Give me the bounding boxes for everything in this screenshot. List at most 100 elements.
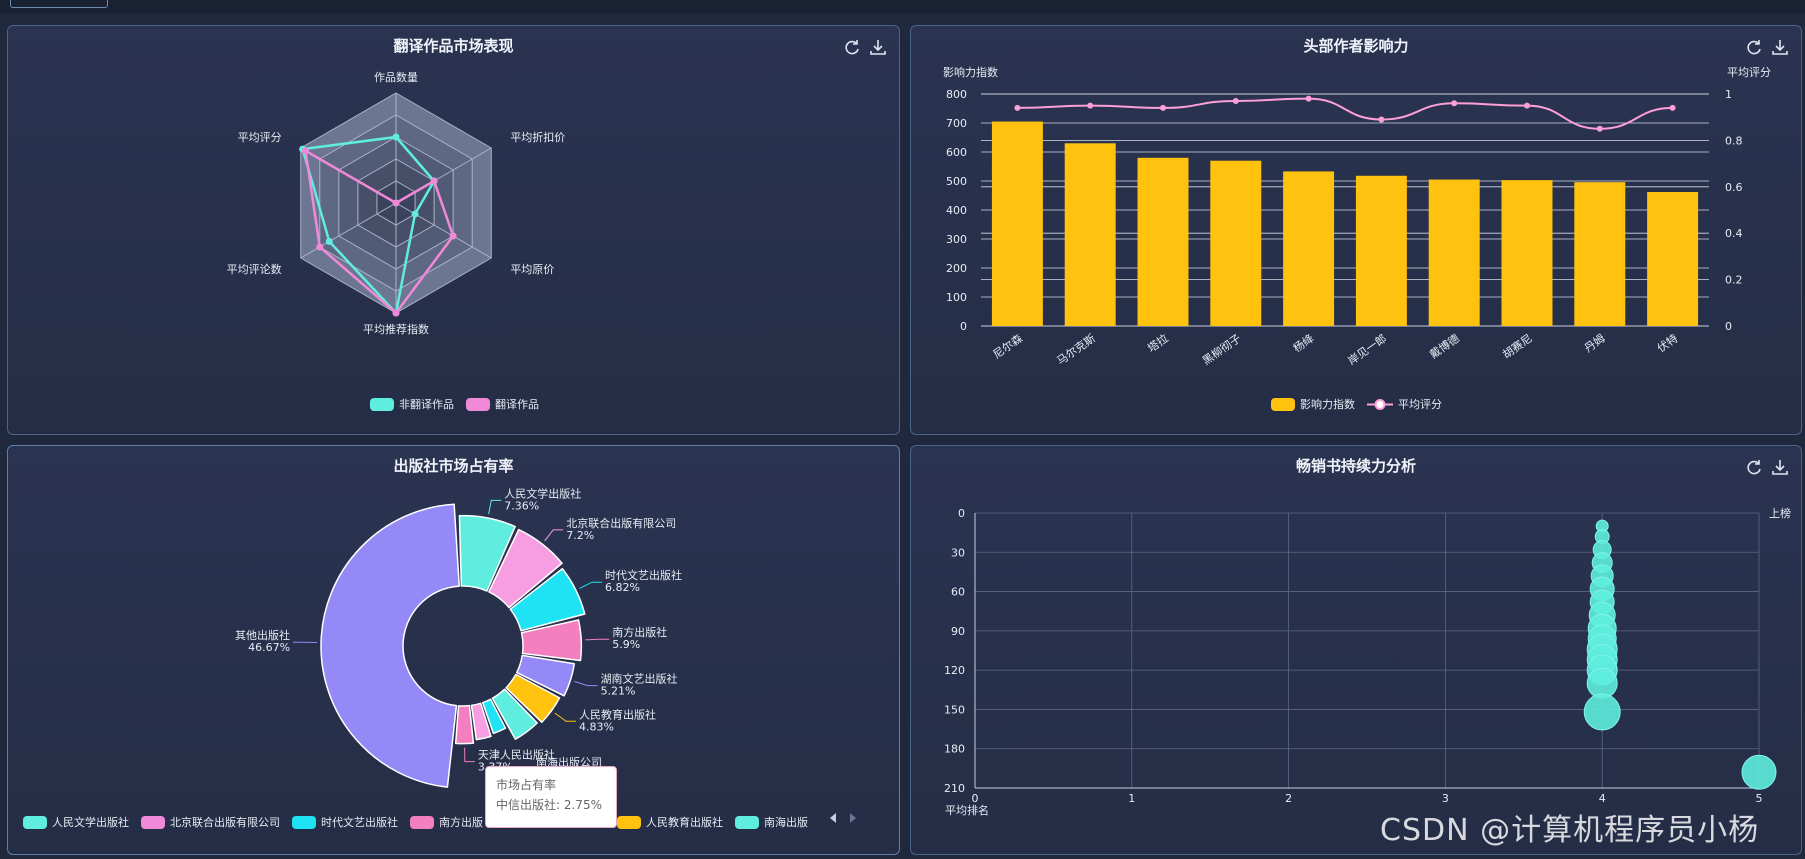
x-tick-label: 1: [1128, 792, 1135, 805]
bar-panel: 头部作者影响力 影响力指数 平均评分 0 100 200 300 400 500 600 700 8…: [910, 25, 1802, 435]
pie-label-line: [574, 680, 598, 687]
y-tick-label: 210: [944, 782, 965, 795]
y-tick-label: 30: [951, 546, 965, 559]
radar-point: [325, 238, 333, 245]
legend-label: 北京联合出版有限公司: [170, 816, 280, 829]
bar: [1064, 143, 1116, 326]
x-tick-label: 戴博德: [1427, 331, 1462, 361]
pie-slice-percent: 4.83%: [579, 720, 614, 733]
pie-slice: [320, 503, 461, 788]
legend-pager: [828, 812, 858, 824]
radar-point: [430, 177, 438, 185]
legend-label: 南海出版: [764, 816, 808, 829]
line-point: [1378, 116, 1385, 123]
pie-label-line: [464, 747, 475, 763]
x-axis-title: 平均排名: [945, 803, 989, 817]
legend-item[interactable]: 人民文学出版社: [23, 814, 129, 830]
legend-item[interactable]: 影响力指数: [1271, 396, 1355, 412]
chevron-right-icon[interactable]: [848, 812, 858, 824]
radar-point: [392, 133, 400, 141]
line-point: [1669, 104, 1676, 111]
radar-indicator-label: 平均原价: [510, 263, 554, 276]
bar: [1574, 182, 1626, 326]
radar-point: [302, 147, 310, 155]
panel-toolbox: [1745, 38, 1789, 56]
line-point: [1160, 104, 1166, 111]
y-tick-label: 700: [946, 117, 967, 130]
tooltip-text: 中信出版社: 2.75%: [496, 798, 602, 812]
top-tab-button[interactable]: [10, 0, 108, 8]
legend-label: 人民教育出版社: [646, 816, 723, 829]
legend-item[interactable]: 南海出版: [735, 814, 808, 830]
pie-slice-name: 北京联合出版有限公司: [566, 516, 676, 530]
pie-slice-percent: 7.2%: [566, 529, 594, 542]
line-point: [1524, 102, 1530, 109]
refresh-icon[interactable]: [1745, 38, 1763, 56]
legend-label: 影响力指数: [1300, 398, 1355, 411]
panel-title: 畅销书持续力分析: [1295, 457, 1416, 475]
x-tick-label: 4: [1599, 792, 1606, 805]
line-point: [1305, 95, 1312, 102]
scatter-chart: 0 30 60 90 120 150 180 210 0 1 2 3 4 5 平均排名 上榜: [944, 506, 1791, 817]
radar-indicator-label: 平均评分: [238, 131, 282, 144]
y-axis-title: 影响力指数: [943, 65, 998, 79]
x-tick-label: 2: [1285, 792, 1292, 805]
bar: [1283, 171, 1335, 326]
pie-slice-percent: 7.36%: [504, 499, 539, 512]
top-bar: [0, 0, 1805, 14]
legend-item[interactable]: 南方出版: [410, 814, 483, 830]
bar: [1137, 157, 1189, 326]
pie-slice: [491, 688, 538, 740]
x-tick-label: 3: [1442, 792, 1449, 805]
x-tick-label: 黑柳彻子: [1199, 331, 1243, 368]
y-tick-label: 180: [944, 743, 965, 756]
pie-slice: [520, 619, 583, 662]
avg-score-line: [1017, 97, 1673, 130]
pie-slice-percent: 6.82%: [605, 581, 640, 594]
pie-slice: [481, 698, 507, 735]
pie-slice-name: 南海出版公司: [536, 755, 602, 769]
watermark: CSDN @计算机程序员小杨: [1380, 813, 1760, 848]
legend-item[interactable]: 平均评分: [1367, 396, 1442, 412]
panel-title: 翻译作品市场表现: [393, 37, 514, 55]
pie-label-line: [554, 712, 577, 722]
x-tick-label: 伏特: [1654, 331, 1680, 355]
pie-slice-name: 湖南文艺出版社: [601, 672, 678, 686]
download-icon[interactable]: [1771, 458, 1789, 476]
download-icon[interactable]: [1771, 38, 1789, 56]
bar: [1501, 180, 1553, 326]
pie-label-line: [579, 581, 603, 589]
line-point: [1087, 102, 1094, 109]
legend-label: 翻译作品: [495, 398, 539, 411]
pie-slice: [458, 514, 516, 592]
refresh-icon[interactable]: [843, 38, 861, 56]
radar-axis-line: [395, 202, 492, 259]
pie-slice-name: 时代文艺出版社: [605, 568, 682, 582]
refresh-icon[interactable]: [1745, 458, 1763, 476]
y2-tick-label: 1: [1725, 88, 1732, 101]
legend-item[interactable]: 人民教育出版社: [617, 814, 723, 830]
x-tick-label: 5: [1756, 792, 1763, 805]
legend-item[interactable]: 翻译作品: [466, 396, 539, 412]
download-icon[interactable]: [869, 38, 887, 56]
pie-slice-percent: 46.67%: [248, 641, 290, 654]
pie-slice: [516, 654, 576, 697]
y-tick-label: 600: [946, 146, 967, 159]
pie-slice-name: 人民教育出版社: [579, 707, 656, 721]
legend-label: 人民文学出版社: [52, 816, 129, 829]
radar-point: [392, 309, 400, 317]
y-tick-label: 150: [944, 703, 965, 716]
x-tick-label: 杨绛: [1290, 331, 1316, 355]
x-tick-label: 马尔克斯: [1054, 332, 1097, 368]
legend-item[interactable]: 北京联合出版有限公司: [141, 814, 280, 830]
chevron-left-icon[interactable]: [828, 812, 838, 824]
legend-item[interactable]: 非翻译作品: [370, 396, 454, 412]
x-tick-label: 丹姆: [1581, 331, 1607, 355]
y-tick-label: 0: [958, 507, 965, 520]
pie-label-line: [585, 638, 610, 641]
legend-item[interactable]: 时代文艺出版社: [292, 814, 398, 830]
radar-point: [449, 232, 457, 240]
y2-tick-label: 0.4: [1725, 227, 1743, 240]
line-point: [1014, 104, 1021, 111]
